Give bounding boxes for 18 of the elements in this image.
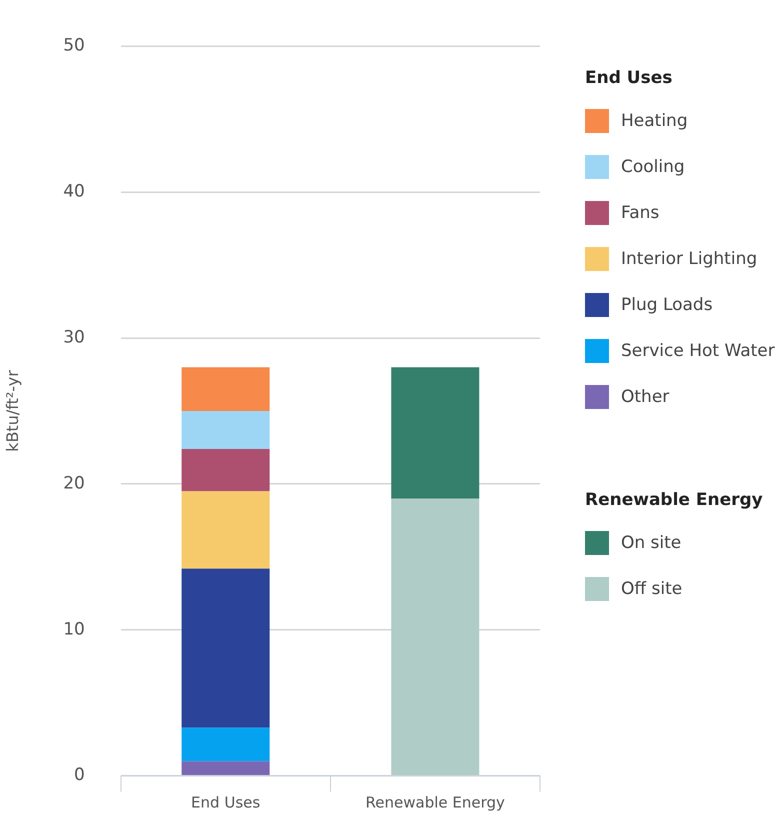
legend-label: Cooling	[621, 157, 685, 177]
y-tick-label: 50	[63, 36, 85, 56]
text: Renewable Energy	[585, 490, 763, 510]
y-tick-label: 10	[63, 619, 85, 640]
legend-label: Other	[621, 387, 670, 407]
legend-label: Fans	[621, 203, 660, 223]
legend-label: Plug Loads	[621, 295, 713, 315]
legend-label: Off site	[621, 579, 682, 599]
legend-label: On site	[621, 533, 682, 553]
y-tick-label: 30	[63, 327, 85, 348]
text: End Uses	[585, 68, 672, 88]
legend-label: Heating	[621, 111, 688, 131]
y-tick-label: 0	[74, 765, 85, 786]
y-tick-label: 20	[63, 473, 85, 494]
legend-label: Interior Lighting	[621, 249, 758, 269]
y-axis-title: kBtu/ft²-yr	[2, 370, 22, 452]
y-tick-label: 40	[63, 182, 85, 202]
legend-label: Service Hot Water	[621, 341, 775, 361]
